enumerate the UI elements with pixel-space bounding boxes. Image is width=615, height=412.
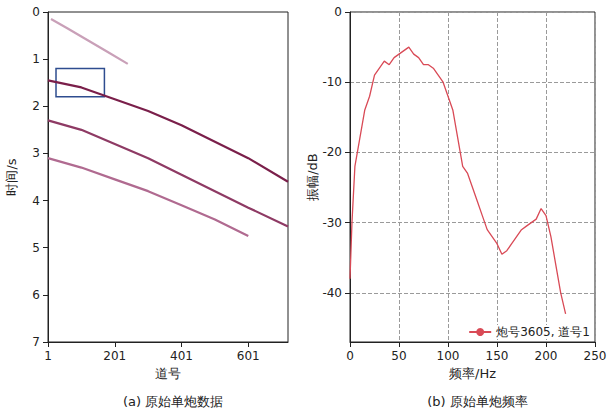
svg-text:401: 401 xyxy=(170,349,193,363)
svg-text:6: 6 xyxy=(32,288,40,302)
svg-text:频率/Hz: 频率/Hz xyxy=(449,366,496,381)
svg-text:2: 2 xyxy=(32,99,40,113)
svg-text:-40: -40 xyxy=(322,286,342,300)
svg-text:-10: -10 xyxy=(322,75,342,89)
svg-text:250: 250 xyxy=(584,349,607,363)
svg-text:4: 4 xyxy=(32,194,40,208)
svg-text:-30: -30 xyxy=(322,216,342,230)
svg-text:炮号3605, 道号1: 炮号3605, 道号1 xyxy=(496,325,590,339)
svg-text:601: 601 xyxy=(237,349,260,363)
svg-text:7: 7 xyxy=(32,335,40,349)
svg-text:(b) 原始单炮频率: (b) 原始单炮频率 xyxy=(427,394,528,409)
svg-text:200: 200 xyxy=(535,349,558,363)
svg-text:150: 150 xyxy=(486,349,509,363)
svg-text:100: 100 xyxy=(437,349,460,363)
svg-text:5: 5 xyxy=(32,241,40,255)
svg-text:0: 0 xyxy=(334,5,342,19)
svg-text:0: 0 xyxy=(346,349,354,363)
svg-text:201: 201 xyxy=(103,349,126,363)
svg-text:50: 50 xyxy=(391,349,406,363)
svg-text:0: 0 xyxy=(32,5,40,19)
svg-text:振幅/dB: 振幅/dB xyxy=(305,153,320,201)
svg-text:道号: 道号 xyxy=(155,366,181,381)
svg-text:-20: -20 xyxy=(322,145,342,159)
svg-text:(a) 原始单炮数据: (a) 原始单炮数据 xyxy=(123,394,223,409)
svg-text:3: 3 xyxy=(32,146,40,160)
svg-text:1: 1 xyxy=(44,349,52,363)
svg-text:时间/s: 时间/s xyxy=(4,158,19,195)
svg-text:1: 1 xyxy=(32,52,40,66)
